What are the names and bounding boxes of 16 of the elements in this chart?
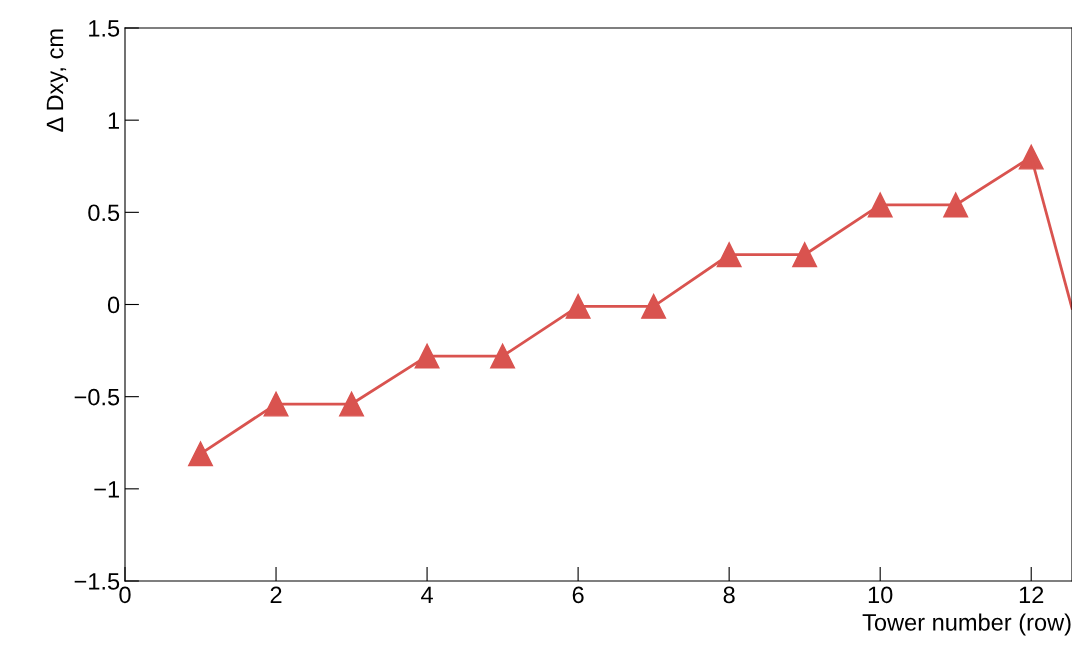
- y-tick-label: 0: [107, 296, 120, 314]
- y-axis-title: Δ Dxy, cm: [46, 29, 68, 132]
- x-axis-title: Tower number (row): [862, 613, 1071, 636]
- y-tick-label: −0.5: [74, 388, 120, 406]
- x-tick-label: 4: [421, 586, 433, 603]
- y-tick-label: 1: [108, 112, 119, 129]
- x-tick-label: 10: [868, 586, 893, 604]
- y-tick-label: 1.5: [89, 20, 120, 37]
- x-tick-label: 8: [723, 586, 735, 604]
- y-tick-label: 0.5: [88, 204, 120, 222]
- x-tick-label: 6: [572, 586, 584, 604]
- x-tick-label: 12: [1019, 586, 1044, 603]
- x-tick-label: 2: [270, 586, 282, 603]
- x-tick-label: 0: [119, 586, 131, 604]
- y-tick-label: −1.5: [74, 573, 120, 590]
- y-tick-label: −1: [94, 481, 119, 498]
